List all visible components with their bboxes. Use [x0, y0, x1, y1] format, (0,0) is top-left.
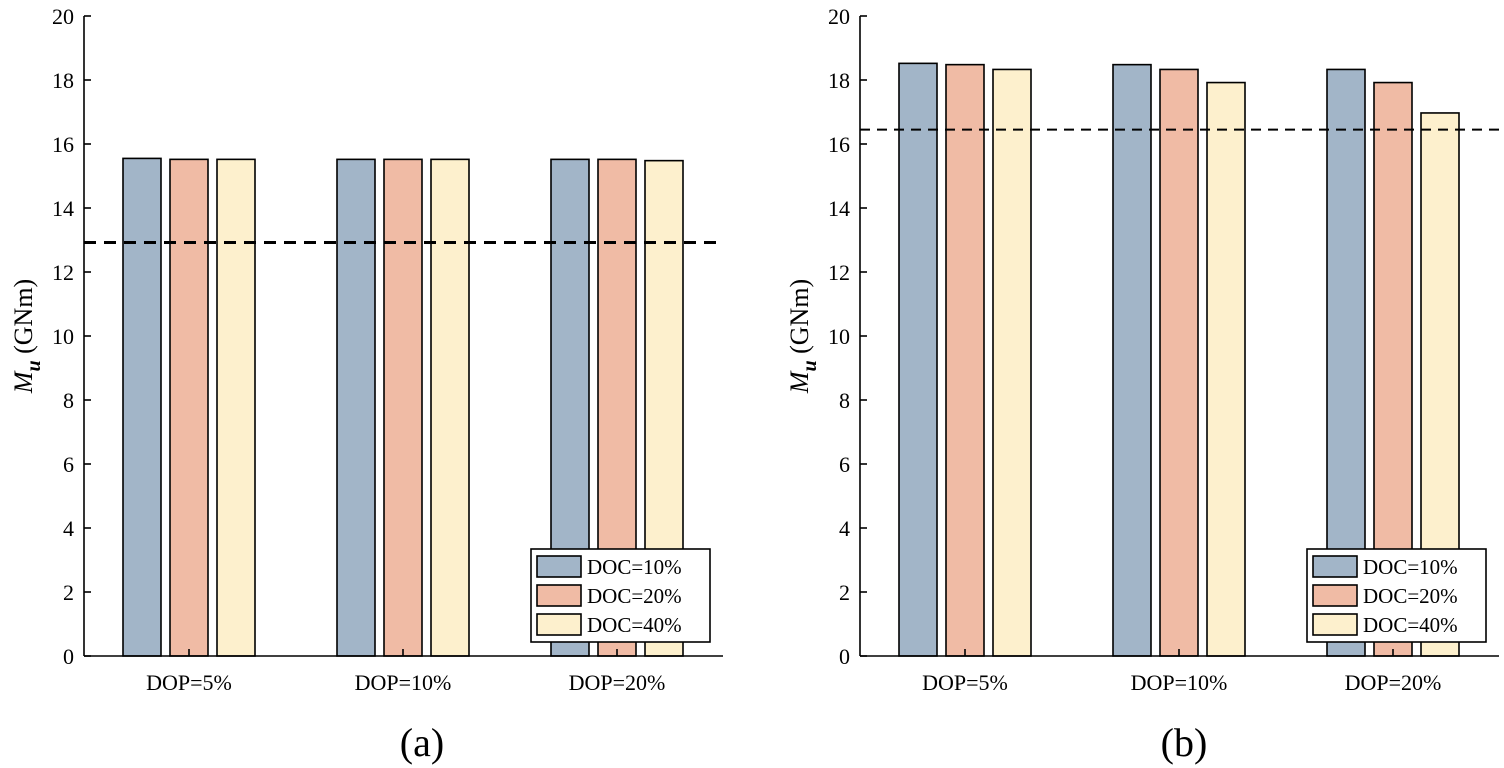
bar	[898, 62, 938, 657]
y-tick-label: 16	[52, 132, 74, 157]
bar	[216, 158, 256, 657]
bar	[992, 68, 1032, 657]
y-tick-label: 4	[63, 516, 74, 541]
y-axis-label: Mu (GNm)	[785, 279, 821, 394]
legend-swatch	[536, 555, 582, 578]
y-tick-label: 2	[63, 580, 74, 605]
legend-label: DOC=40%	[1363, 613, 1458, 637]
category-label: DOP=20%	[1345, 670, 1442, 695]
y-axis-label-main: M	[9, 370, 38, 394]
y-tick-label: 2	[839, 580, 850, 605]
bar	[1159, 68, 1199, 657]
chart-panel-a: 0 2 4 6 8 10 12 14 16 18 20 DOP=5% DOP=10% DOP=20% Mu …	[9, 4, 723, 765]
legend: DOC=10% DOC=20% DOC=40%	[1306, 548, 1487, 643]
legend-label: DOC=20%	[587, 584, 682, 608]
y-tick-label: 4	[839, 516, 850, 541]
category-label: DOP=5%	[146, 670, 232, 695]
y-tick-label: 10	[52, 324, 74, 349]
category-label: DOP=5%	[922, 670, 1008, 695]
legend-swatch	[1312, 613, 1358, 636]
y-tick-label: 12	[828, 260, 850, 285]
y-axis-label-unit: (GNm)	[9, 279, 38, 361]
panel-label: (b)	[1161, 720, 1208, 765]
y-tick-label: 12	[52, 260, 74, 285]
chart-panel-b: 0 2 4 6 8 10 12 14 16 18 20 DOP=5% DOP=10% DOP=20% Mu …	[785, 4, 1499, 765]
bar	[1206, 81, 1246, 657]
y-tick-label: 18	[828, 68, 850, 93]
legend-swatch	[536, 613, 582, 636]
y-tick-label: 0	[63, 644, 74, 669]
bar	[945, 63, 985, 657]
y-tick-label: 6	[839, 452, 850, 477]
category-label: DOP=10%	[1131, 670, 1228, 695]
y-tick-label: 18	[52, 68, 74, 93]
bar	[430, 158, 470, 657]
category-label: DOP=10%	[355, 670, 452, 695]
y-tick-label: 20	[52, 4, 74, 29]
y-tick-label: 10	[828, 324, 850, 349]
y-tick-label: 16	[828, 132, 850, 157]
y-axis-label-sub: u	[23, 360, 45, 371]
bar	[1112, 63, 1152, 657]
bar	[383, 158, 423, 657]
y-tick-label: 14	[828, 196, 850, 221]
y-tick-label: 8	[63, 388, 74, 413]
y-axis-label-main: M	[785, 370, 814, 394]
bar	[169, 158, 209, 657]
bar	[122, 157, 162, 657]
legend-swatch	[1312, 584, 1358, 607]
legend-label: DOC=40%	[587, 613, 682, 637]
y-tick-label: 14	[52, 196, 74, 221]
legend-label: DOC=10%	[1363, 555, 1458, 579]
y-axis-label: Mu (GNm)	[9, 279, 45, 394]
legend-label: DOC=10%	[587, 555, 682, 579]
y-tick-label: 8	[839, 388, 850, 413]
y-tick-label: 0	[839, 644, 850, 669]
legend-swatch	[536, 584, 582, 607]
y-tick-label: 6	[63, 452, 74, 477]
legend-swatch	[1312, 555, 1358, 578]
y-axis-label-unit: (GNm)	[785, 279, 814, 361]
bar	[336, 158, 376, 657]
legend-label: DOC=20%	[1363, 584, 1458, 608]
y-axis-label-sub: u	[799, 360, 821, 371]
y-tick-label: 20	[828, 4, 850, 29]
category-label: DOP=20%	[569, 670, 666, 695]
legend: DOC=10% DOC=20% DOC=40%	[530, 548, 711, 643]
panel-label: (a)	[400, 720, 444, 765]
